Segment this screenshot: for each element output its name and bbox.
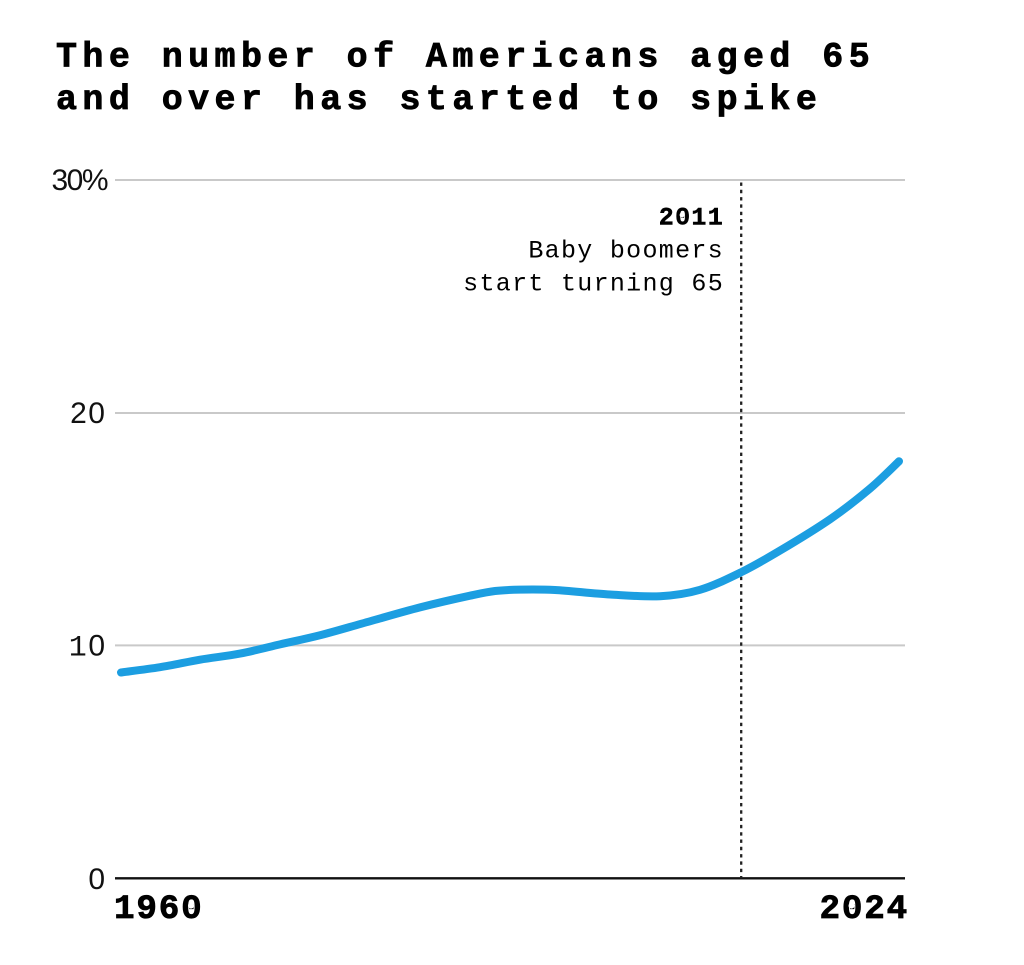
- svg-text:10: 10: [69, 630, 107, 666]
- svg-text:20: 20: [70, 397, 106, 430]
- svg-text:1960: 1960: [114, 890, 204, 929]
- svg-text:The number of Americans aged 6: The number of Americans aged 65: [56, 38, 875, 78]
- svg-text:Baby boomers: Baby boomers: [528, 236, 724, 265]
- svg-text:30%: 30%: [51, 164, 107, 197]
- svg-text:2024: 2024: [819, 890, 909, 929]
- svg-text:2011: 2011: [659, 203, 724, 232]
- svg-text:and over has started to spike: and over has started to spike: [56, 80, 822, 120]
- svg-text:start turning 65: start turning 65: [463, 270, 724, 299]
- svg-text:0: 0: [88, 863, 106, 896]
